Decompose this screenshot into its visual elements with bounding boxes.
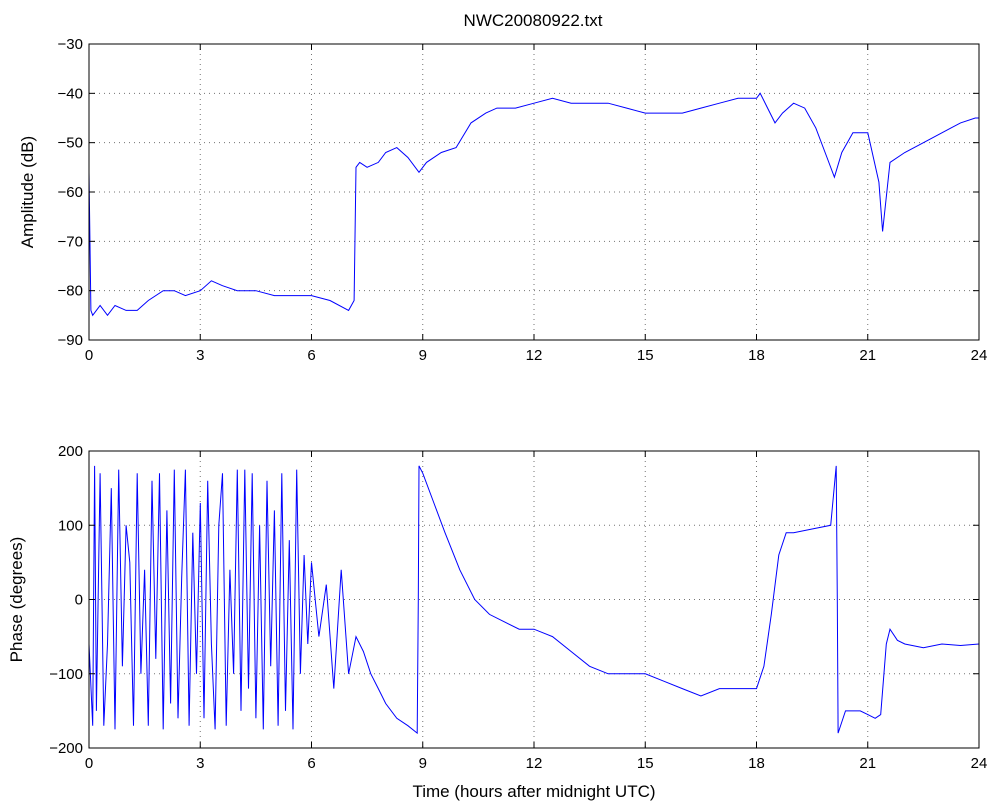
x-tick-label: 15 [637, 755, 654, 772]
x-tick-label: 12 [526, 755, 543, 772]
x-tick-label: 6 [307, 347, 315, 364]
y-tick-label: −50 [58, 135, 83, 152]
chart-title: NWC20080922.txt [464, 11, 603, 30]
y-axis-label: Amplitude (dB) [18, 136, 37, 248]
x-tick-label: 3 [196, 347, 204, 364]
x-tick-label: 3 [196, 755, 204, 772]
x-tick-label: 9 [419, 755, 427, 772]
x-tick-label: 9 [419, 347, 427, 364]
x-tick-label: 6 [307, 755, 315, 772]
x-tick-label: 0 [85, 755, 93, 772]
x-tick-label: 0 [85, 347, 93, 364]
y-tick-label: −30 [58, 36, 83, 53]
amplitude-plot: 0 3 6 9 12 15 18 21 24 −90 −80 −70 −60 −50 −40 −30 Ampli… [18, 36, 987, 364]
x-axis-label: Time (hours after midnight UTC) [412, 782, 655, 801]
y-tick-label: −60 [58, 184, 83, 201]
series-line [88, 465, 980, 735]
y-tick-label: −100 [49, 666, 83, 683]
y-tick-label: −200 [49, 740, 83, 757]
y-tick-label: −70 [58, 233, 83, 250]
x-tick-label: 18 [748, 755, 765, 772]
x-tick-label: 21 [859, 755, 876, 772]
y-tick-label: −80 [58, 283, 83, 300]
x-tick-label: 21 [859, 347, 876, 364]
x-tick-label: 12 [526, 347, 543, 364]
y-tick-label: −90 [58, 332, 83, 349]
x-tick-label: 18 [748, 347, 765, 364]
y-tick-label: 200 [58, 443, 83, 460]
x-tick-label: 24 [971, 347, 988, 364]
x-tick-label: 15 [637, 347, 654, 364]
series-line [88, 92, 979, 317]
y-axis-label: Phase (degrees) [7, 537, 26, 663]
phase-plot: 0 3 6 9 12 15 18 21 24 −200 −100 0 100 200 Phase (degr… [7, 443, 987, 801]
y-tick-label: −40 [58, 85, 83, 102]
y-tick-label: 100 [58, 517, 83, 534]
x-tick-label: 24 [971, 755, 988, 772]
y-tick-label: 0 [75, 592, 83, 609]
